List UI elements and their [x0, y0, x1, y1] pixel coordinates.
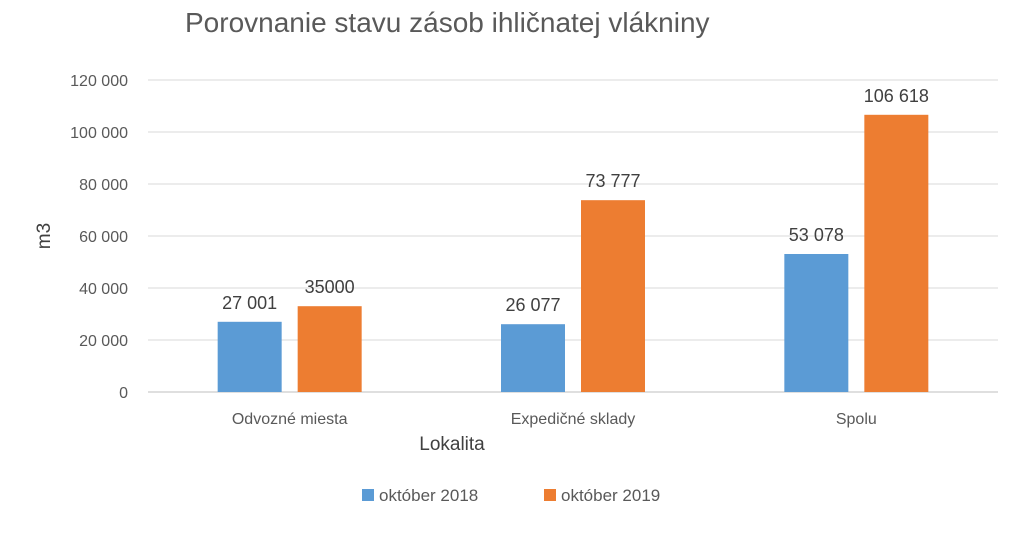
legend-swatch	[544, 489, 556, 501]
x-category-label: Odvozné miesta	[232, 411, 348, 428]
y-axis-ticks: 0 20 000 40 000 60 000 80 000 100 000 120 000	[70, 73, 128, 402]
bar-series-1	[784, 253, 849, 392]
bars	[217, 114, 929, 392]
y-tick-label: 20 000	[79, 333, 128, 350]
data-label: 27 001	[222, 293, 277, 313]
y-axis-title: m3	[34, 223, 55, 249]
bar-series-2	[581, 200, 645, 392]
legend-label: október 2018	[379, 486, 478, 505]
x-axis-title: Lokalita	[419, 434, 485, 455]
y-tick-label: 60 000	[79, 229, 128, 246]
x-category-label: Expedičné sklady	[511, 411, 636, 428]
bar-series-1	[501, 324, 565, 392]
bar-series-2	[864, 114, 929, 392]
data-label: 53 078	[789, 225, 844, 245]
y-tick-label: 100 000	[70, 125, 128, 142]
legend-label: október 2019	[561, 486, 660, 505]
y-tick-label: 40 000	[79, 281, 128, 298]
data-labels: 27 001 35000 26 077 73 777 53 078 106 618	[222, 86, 929, 315]
data-label: 106 618	[864, 86, 929, 106]
bar-series-1	[217, 321, 282, 392]
x-category-label: Spolu	[836, 411, 877, 428]
y-tick-label: 0	[119, 385, 128, 402]
legend-swatch	[362, 489, 374, 501]
data-label: 26 077	[505, 295, 560, 315]
data-label: 73 777	[585, 171, 640, 191]
data-label: 35000	[305, 277, 355, 297]
gridlines	[148, 79, 998, 393]
legend: október 2018 október 2019	[362, 486, 660, 505]
y-tick-label: 120 000	[70, 73, 128, 90]
bar-series-2	[297, 306, 362, 392]
y-tick-label: 80 000	[79, 177, 128, 194]
chart-title: Porovnanie stavu zásob ihličnatej vlákni…	[185, 7, 710, 38]
x-axis-categories: Odvozné miesta Expedičné sklady Spolu	[232, 411, 877, 428]
